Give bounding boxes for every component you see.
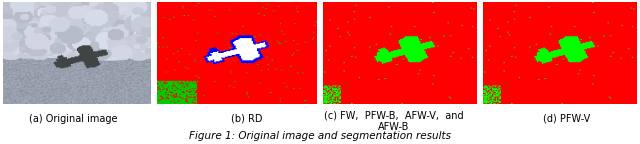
Text: Figure 1: Original image and segmentation results: Figure 1: Original image and segmentatio… xyxy=(189,131,451,141)
Text: (b) RD: (b) RD xyxy=(230,114,262,124)
Text: (c) FW,  PFW-B,  AFW-V,  and
AFW-B: (c) FW, PFW-B, AFW-V, and AFW-B xyxy=(324,111,463,132)
Text: (d) PFW-V: (d) PFW-V xyxy=(543,114,590,124)
Text: (a) Original image: (a) Original image xyxy=(29,114,118,124)
